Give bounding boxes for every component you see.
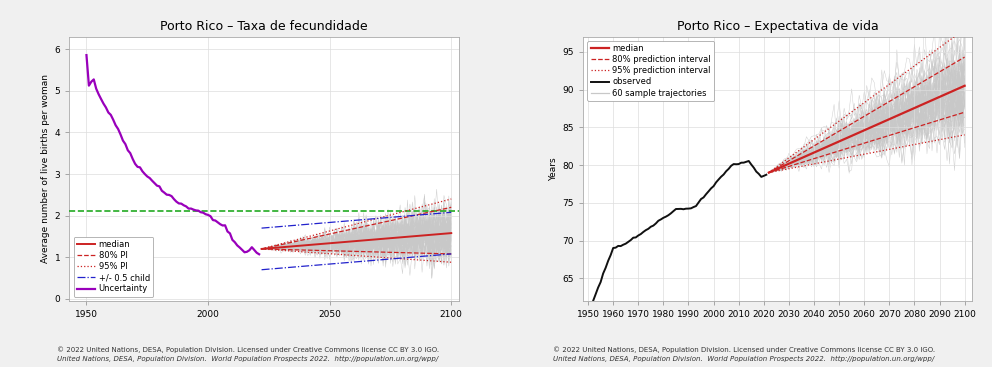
Text: © 2022 United Nations, DESA, Population Division. Licensed under Creative Common: © 2022 United Nations, DESA, Population … <box>57 347 439 353</box>
Legend: median, 80% prediction interval, 95% prediction interval, observed, 60 sample tr: median, 80% prediction interval, 95% pre… <box>587 41 714 101</box>
Title: Porto Rico – Taxa de fecundidade: Porto Rico – Taxa de fecundidade <box>160 20 368 33</box>
Y-axis label: Average number of live births per woman: Average number of live births per woman <box>42 75 51 263</box>
Text: © 2022 United Nations, DESA, Population Division. Licensed under Creative Common: © 2022 United Nations, DESA, Population … <box>553 347 935 353</box>
Legend: median, 80% PI, 95% PI, +/- 0.5 child, Uncertainty: median, 80% PI, 95% PI, +/- 0.5 child, U… <box>73 237 153 297</box>
Y-axis label: Years: Years <box>550 157 558 181</box>
Title: Porto Rico – Expectativa de vida: Porto Rico – Expectativa de vida <box>677 20 879 33</box>
Text: United Nations, DESA, Population Division.  World Population Prospects 2022.  ht: United Nations, DESA, Population Divisio… <box>58 356 438 363</box>
Text: United Nations, DESA, Population Division.  World Population Prospects 2022.  ht: United Nations, DESA, Population Divisio… <box>554 356 934 363</box>
